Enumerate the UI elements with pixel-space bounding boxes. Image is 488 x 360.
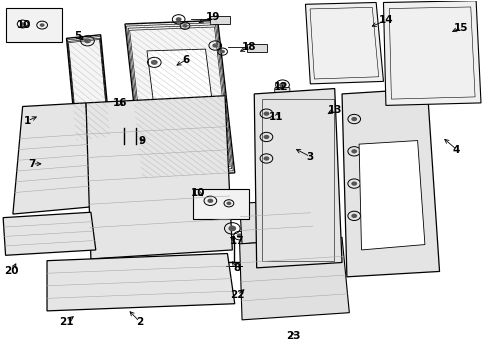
Text: 15: 15 <box>453 23 468 33</box>
Bar <box>261 99 333 261</box>
Circle shape <box>40 23 44 27</box>
Text: 11: 11 <box>268 112 283 122</box>
Text: 8: 8 <box>233 263 240 273</box>
FancyBboxPatch shape <box>274 87 289 101</box>
Circle shape <box>84 39 91 43</box>
Polygon shape <box>239 200 315 244</box>
Text: 12: 12 <box>273 82 288 92</box>
Polygon shape <box>115 103 147 130</box>
Circle shape <box>226 202 231 205</box>
Text: 18: 18 <box>242 42 256 52</box>
Circle shape <box>350 149 356 153</box>
Circle shape <box>41 152 53 161</box>
Text: 23: 23 <box>285 331 300 341</box>
Bar <box>246 44 267 51</box>
Circle shape <box>50 162 56 166</box>
Bar <box>210 16 229 24</box>
Text: 13: 13 <box>327 105 341 115</box>
Text: 10: 10 <box>17 20 31 30</box>
Polygon shape <box>132 148 166 184</box>
Circle shape <box>144 164 149 167</box>
Circle shape <box>350 214 356 218</box>
Text: 22: 22 <box>229 290 244 300</box>
Polygon shape <box>383 1 480 105</box>
Circle shape <box>350 117 356 121</box>
Circle shape <box>263 112 269 116</box>
Text: 21: 21 <box>59 317 74 327</box>
Polygon shape <box>66 35 110 140</box>
Text: 6: 6 <box>182 55 189 65</box>
Circle shape <box>279 106 285 111</box>
Circle shape <box>279 82 285 87</box>
Text: 9: 9 <box>138 136 145 145</box>
Polygon shape <box>358 140 424 250</box>
Polygon shape <box>125 21 234 178</box>
Text: 10: 10 <box>190 188 205 198</box>
Polygon shape <box>341 89 439 277</box>
Polygon shape <box>147 49 217 148</box>
Circle shape <box>207 199 213 203</box>
Text: 1: 1 <box>24 116 31 126</box>
Circle shape <box>182 24 187 28</box>
Circle shape <box>212 43 218 48</box>
Text: 5: 5 <box>74 31 81 41</box>
Polygon shape <box>13 103 91 214</box>
Circle shape <box>318 107 326 113</box>
Circle shape <box>175 17 181 22</box>
Circle shape <box>263 156 269 161</box>
Text: 19: 19 <box>205 12 220 22</box>
Bar <box>193 189 249 220</box>
Text: 2: 2 <box>136 317 143 327</box>
Text: 17: 17 <box>229 236 244 246</box>
Text: 4: 4 <box>452 144 459 154</box>
Text: 20: 20 <box>4 266 19 276</box>
Circle shape <box>20 22 25 26</box>
Text: 14: 14 <box>378 15 392 26</box>
Bar <box>5 8 61 42</box>
Polygon shape <box>47 253 234 311</box>
Circle shape <box>151 60 158 65</box>
Text: 7: 7 <box>29 159 36 169</box>
Text: 16: 16 <box>113 98 127 108</box>
Polygon shape <box>239 237 348 320</box>
Circle shape <box>236 233 242 238</box>
Circle shape <box>350 181 356 186</box>
Circle shape <box>263 135 269 139</box>
Polygon shape <box>254 89 341 268</box>
Text: 3: 3 <box>306 152 313 162</box>
Circle shape <box>220 50 224 53</box>
Polygon shape <box>305 3 383 84</box>
Polygon shape <box>86 96 232 259</box>
Circle shape <box>228 226 236 231</box>
Polygon shape <box>276 94 295 123</box>
Polygon shape <box>3 212 96 255</box>
